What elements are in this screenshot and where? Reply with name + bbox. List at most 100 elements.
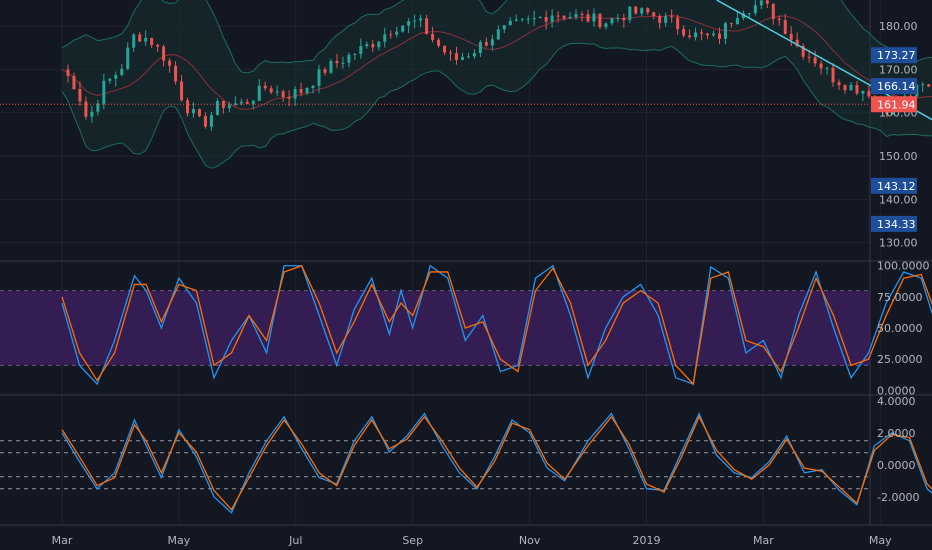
x-tick-label: Nov [519, 534, 541, 547]
osc-y-tick-label: 4.0000 [877, 395, 916, 408]
candle-body [102, 80, 106, 104]
x-tick-label: 2019 [633, 534, 661, 547]
candle-body [299, 89, 303, 94]
candle-body [317, 69, 321, 86]
candle-body [921, 84, 925, 86]
candle-body [664, 16, 668, 23]
x-tick-label: Mar [52, 534, 73, 547]
candle-body [849, 85, 853, 91]
x-tick-label: May [869, 534, 892, 547]
candle-body [706, 33, 710, 36]
candle-body [592, 13, 596, 22]
price-tag-label: 143.12 [877, 180, 916, 193]
candle-body [819, 63, 823, 69]
candle-body [598, 13, 602, 28]
candle-body [478, 41, 482, 53]
bollinger-fill [62, 0, 932, 169]
candle-body [460, 57, 464, 60]
candle-body [401, 25, 405, 32]
stoch-y-tick-label: 50.0000 [877, 322, 923, 335]
stoch-band [0, 290, 870, 366]
candle-body [162, 46, 166, 61]
candle-body [556, 15, 560, 17]
osc-line-d [61, 415, 932, 511]
candle-body [496, 29, 500, 40]
candle-body [622, 17, 626, 21]
candle-body [771, 3, 775, 19]
candle-body [729, 23, 733, 25]
candle-body [472, 52, 476, 57]
candle-body [341, 62, 345, 64]
candle-body [443, 45, 447, 53]
candle-body [670, 16, 674, 18]
candle-body [66, 69, 70, 76]
candle-body [281, 91, 285, 98]
candle-body [209, 115, 213, 127]
candle-body [454, 53, 458, 60]
candle-body [837, 82, 841, 86]
candle-body [191, 109, 195, 114]
candle-body [532, 18, 536, 20]
candle-body [640, 8, 644, 14]
candle-body [466, 56, 470, 58]
y-tick-label: 150.00 [879, 150, 918, 163]
x-tick-label: May [168, 534, 191, 547]
candle-body [508, 20, 512, 26]
bollinger-upper [61, 0, 932, 74]
candle-body [233, 103, 237, 106]
candle-body [544, 17, 548, 22]
candle-body [717, 33, 721, 39]
candle-body [682, 29, 686, 36]
price-tag-label: 161.94 [877, 98, 916, 111]
price-tag [871, 96, 917, 113]
candle-body [526, 18, 530, 20]
stoch-y-tick-label: 0.0000 [877, 384, 916, 397]
candle-body [144, 37, 148, 42]
candle-body [203, 116, 207, 127]
candle-body [723, 23, 727, 39]
candle-body [78, 89, 82, 102]
candle-body [861, 90, 865, 94]
candle-body [108, 78, 112, 81]
price-tag-label: 166.14 [877, 80, 916, 93]
candle-body [753, 5, 757, 14]
candle-body [777, 18, 781, 21]
bollinger-basis [61, 14, 932, 110]
candle-body [568, 16, 572, 19]
candle-body [287, 97, 291, 99]
candle-body [221, 101, 225, 109]
candle-body [413, 20, 417, 22]
candle-body [174, 65, 178, 82]
candle-body [114, 75, 118, 79]
candle-body [628, 6, 632, 21]
candle-body [180, 81, 184, 101]
candle-body [263, 85, 267, 89]
candle-body [604, 23, 608, 28]
candle-body [449, 52, 453, 54]
y-tick-label: 130.00 [879, 237, 918, 250]
trend-line [716, 0, 932, 121]
price-tag [871, 78, 917, 95]
candle-body [759, 0, 763, 6]
candle-body [700, 32, 704, 34]
candle-body [801, 45, 805, 57]
candle-body [138, 34, 142, 42]
osc-y-tick-label: 0.0000 [877, 459, 916, 472]
osc-y-tick-label: 2.0000 [877, 427, 916, 440]
y-tick-label: 140.00 [879, 193, 918, 206]
osc-line-k [61, 411, 932, 514]
price-tag [871, 47, 917, 64]
candle-body [490, 39, 494, 46]
candle-body [389, 34, 393, 36]
candle-body [688, 35, 692, 38]
candle-body [658, 16, 662, 23]
candle-body [120, 68, 124, 76]
candle-body [562, 15, 566, 19]
candle-body [353, 54, 357, 56]
stoch-y-tick-label: 75.0000 [877, 291, 923, 304]
candle-body [269, 88, 273, 93]
candle-body [329, 61, 333, 73]
candle-body [616, 17, 620, 19]
candle-body [407, 21, 411, 26]
